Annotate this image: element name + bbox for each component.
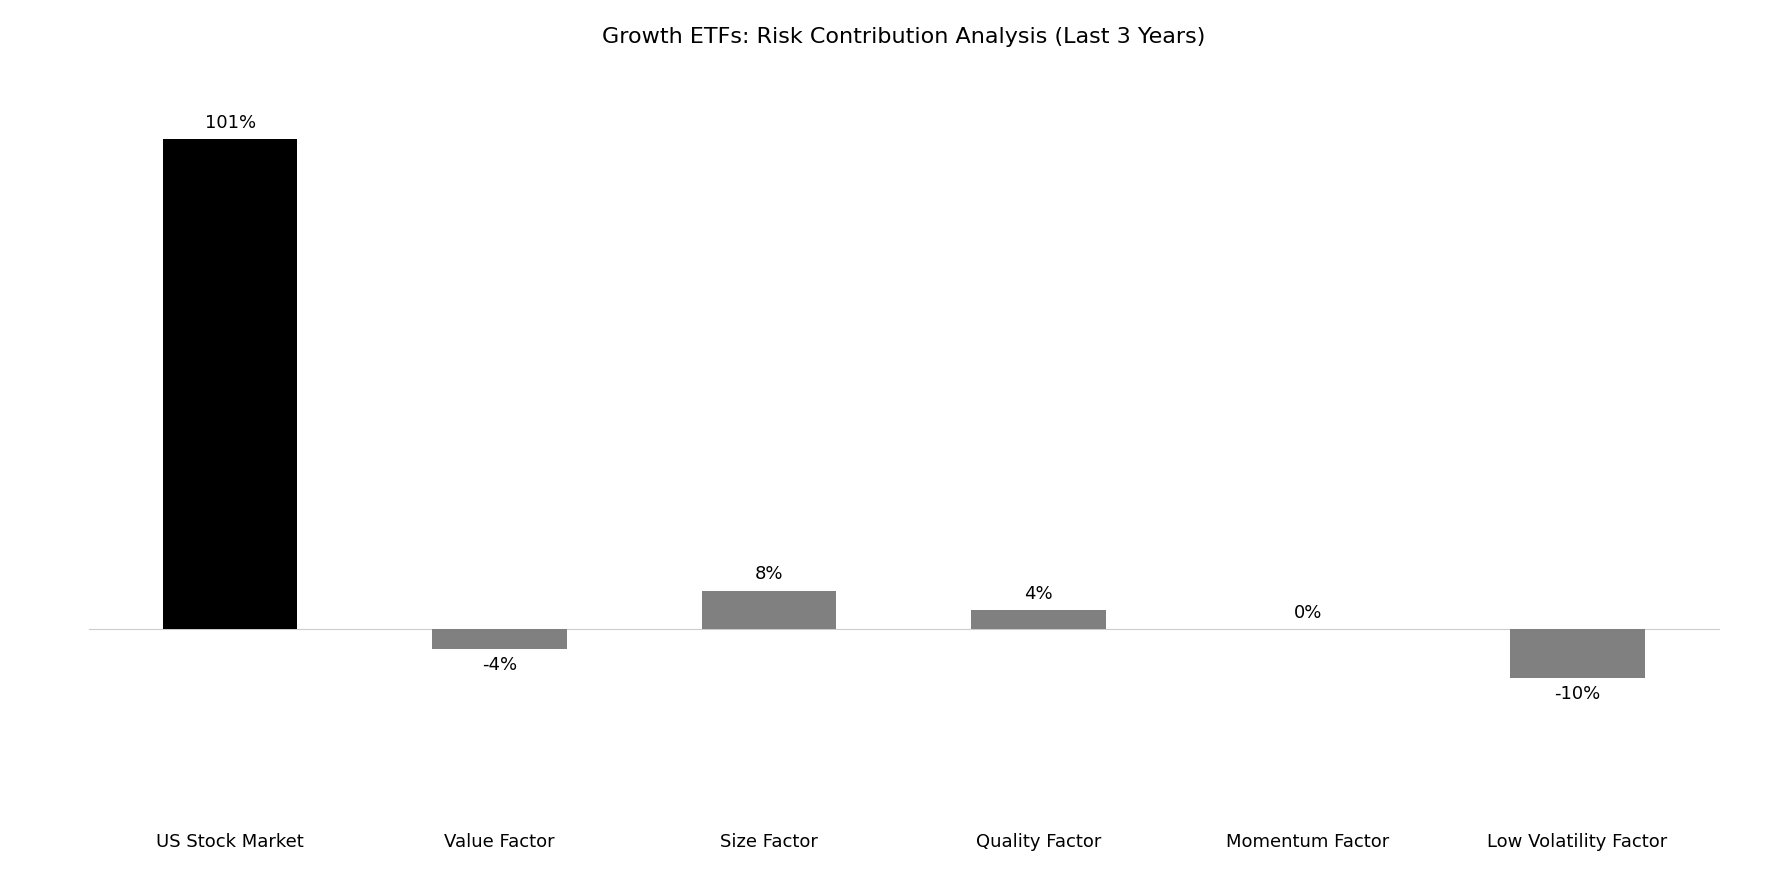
Bar <box>432 629 567 649</box>
Text: 4%: 4% <box>1024 585 1053 602</box>
Bar <box>1510 629 1644 678</box>
Text: -10%: -10% <box>1554 685 1600 703</box>
Text: Size Factor: Size Factor <box>719 833 819 851</box>
Bar <box>163 139 298 629</box>
Bar <box>971 610 1106 629</box>
Text: -4%: -4% <box>482 657 517 674</box>
Text: 8%: 8% <box>755 565 783 583</box>
Text: Value Factor: Value Factor <box>445 833 555 851</box>
Text: Quality Factor: Quality Factor <box>976 833 1100 851</box>
Text: Momentum Factor: Momentum Factor <box>1226 833 1389 851</box>
Text: 101%: 101% <box>204 113 255 132</box>
Bar <box>702 591 836 629</box>
Text: 0%: 0% <box>1294 604 1322 622</box>
Title: Growth ETFs: Risk Contribution Analysis (Last 3 Years): Growth ETFs: Risk Contribution Analysis … <box>602 27 1205 47</box>
Text: US Stock Market: US Stock Market <box>156 833 305 851</box>
Text: Low Volatility Factor: Low Volatility Factor <box>1487 833 1667 851</box>
